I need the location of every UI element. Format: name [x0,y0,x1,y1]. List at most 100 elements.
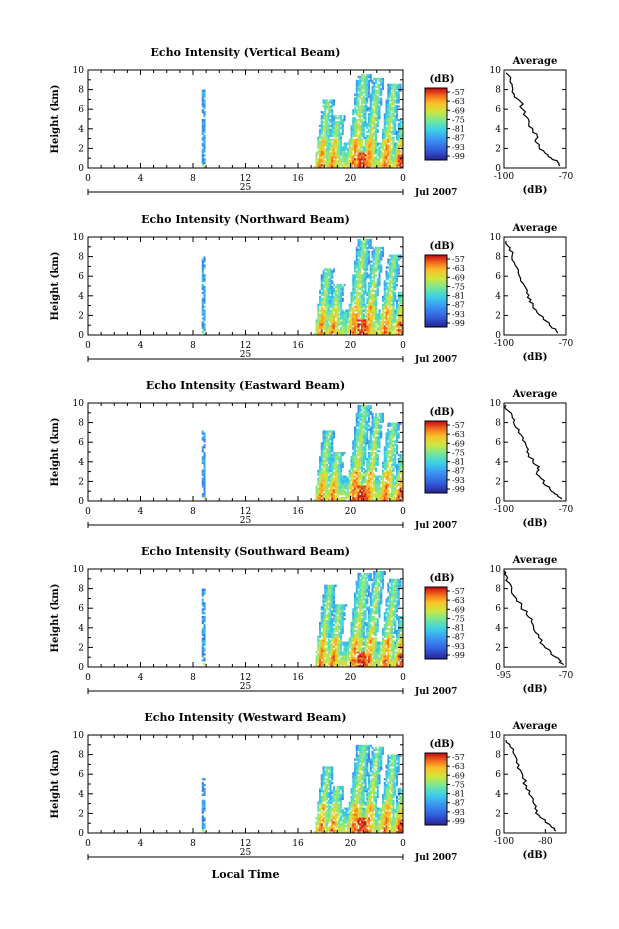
heatmap-cell [355,497,358,500]
heatmap-cell [375,426,378,429]
heatmap-cell [401,311,404,314]
colorbar-swatch [425,116,447,119]
heatmap-cell [371,420,374,423]
heatmap-cell [376,260,379,263]
heatmap-cell [399,455,402,459]
heatmap-cell [390,473,393,476]
heatmap-cell [338,150,341,153]
heatmap-cell [378,282,381,285]
heatmap-cell [376,109,379,112]
heatmap-cell [334,297,337,301]
heatmap-cell [317,142,320,145]
heatmap-cell [394,99,397,102]
heatmap-cell [359,461,362,465]
heatmap-cell [331,301,334,304]
heatmap-cell [359,497,362,500]
heatmap-cell [380,434,383,437]
heatmap-cell [355,113,358,116]
heatmap-cell [364,246,367,250]
heatmap-cell [389,430,392,433]
heatmap-cell [320,321,323,324]
heatmap-cell [369,453,372,457]
heatmap-cell [383,166,386,169]
heatmap-cell [324,497,327,500]
heatmap-cell [387,299,390,302]
heatmap-cell [397,124,400,128]
heatmap-cell [352,280,355,283]
heatmap-cell [375,105,378,108]
heatmap-cell [336,325,339,328]
heatmap-cell [362,325,365,328]
heatmap-cell [366,156,369,159]
heatmap-cell [373,420,376,423]
heatmap-cell [368,459,371,463]
colorbar-swatch [425,325,447,328]
heatmap-cell [350,166,353,169]
heatmap-cell [387,327,390,330]
heatmap-cell [333,499,336,502]
heatmap-cell [359,303,362,306]
heatmap-cell [396,160,399,163]
heatmap-cell [387,286,390,289]
heatmap-cell [390,101,393,104]
heatmap-cell [366,461,369,465]
heatmap-cell [355,119,358,122]
heatmap-cell [371,156,374,159]
heatmap-cell [364,99,367,102]
heatmap-cell [387,278,390,281]
heatmap-cell [326,284,329,287]
heatmap-cell [324,122,327,126]
heatmap-cell [366,408,369,412]
heatmap-cell [334,457,337,461]
heatmap-cell [324,455,327,459]
heatmap-cell [320,327,323,330]
heatmap-cell [376,150,379,153]
heatmap-cell [361,440,364,443]
heatmap-cell [361,438,364,441]
heatmap-cell [371,426,374,429]
heatmap-cell [354,301,357,304]
heatmap-cell [326,430,329,433]
heatmap-cell [392,95,395,98]
y-tick-label: 10 [73,66,85,76]
heatmap-cell [357,148,360,151]
heatmap-cell [320,111,323,114]
heatmap-cell [383,282,386,285]
heatmap-cell [383,452,386,455]
heatmap-cell [392,319,395,322]
heatmap-cell [341,299,344,302]
heatmap-cell [380,313,383,316]
heatmap-cell [390,479,393,482]
heatmap-cell [203,453,206,457]
heatmap-cell [338,122,341,126]
heatmap-cell [387,301,390,304]
heatmap-cell [369,495,372,498]
heatmap-cell [336,146,339,149]
heatmap-cell [364,319,367,322]
heatmap-cell [366,323,369,326]
colorbar-swatch [425,319,447,322]
heatmap-cell [203,140,206,143]
heatmap-cell [368,136,371,139]
heatmap-cell [359,404,362,408]
heatmap-cell [319,495,322,498]
heatmap-cell [355,83,358,86]
heatmap-cell [364,408,367,412]
heatmap-cell [345,491,348,494]
heatmap-cell [397,313,400,316]
heatmap-cell [389,459,392,463]
heatmap-cell [201,323,204,326]
heatmap-cell [343,119,346,122]
heatmap-cell [338,286,341,289]
heatmap-cell [341,452,344,455]
heatmap-cell [369,93,372,96]
heatmap-cell [387,475,390,478]
heatmap-cell [387,128,390,132]
heatmap-cell [366,87,369,90]
heatmap-cell [322,99,325,102]
heatmap-cell [329,303,332,306]
heatmap-cell [382,152,385,155]
heatmap-cell [315,499,318,502]
heatmap-cell [331,120,334,124]
heatmap-cell [387,325,390,328]
